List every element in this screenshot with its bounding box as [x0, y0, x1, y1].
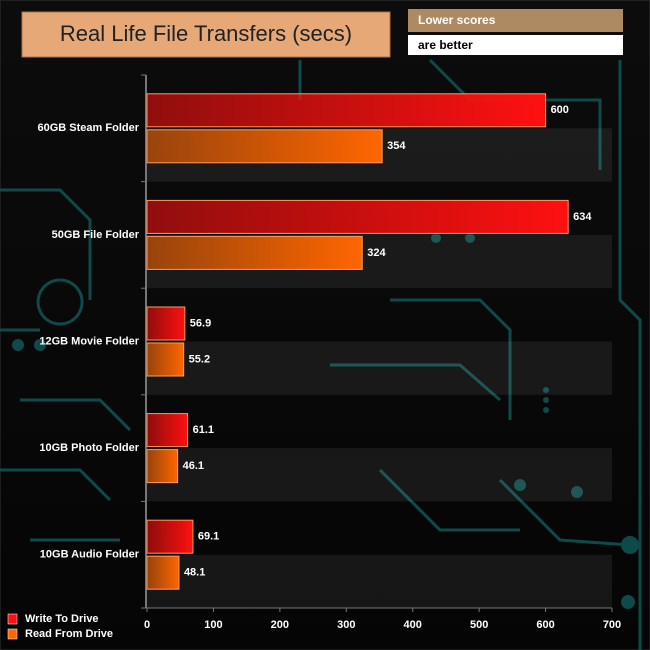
bar: [146, 413, 189, 448]
x-tick-label: 500: [470, 619, 488, 631]
category-label: 10GB Photo Folder: [39, 442, 139, 454]
category-label: 60GB Steam Folder: [38, 122, 140, 134]
x-tick-label: 100: [204, 619, 222, 631]
value-label: 69.1: [198, 531, 219, 543]
category-label: 50GB File Folder: [52, 229, 140, 241]
value-label: 61.1: [193, 424, 214, 436]
value-label: 56.9: [190, 317, 211, 329]
bar: [146, 555, 180, 590]
bar: [146, 449, 179, 484]
x-tick-label: 300: [337, 619, 355, 631]
category-label: 10GB Audio Folder: [40, 549, 140, 561]
annotation-box: [408, 9, 623, 32]
value-label: 324: [367, 247, 386, 259]
title-box: [21, 11, 391, 58]
x-tick-label: 400: [404, 619, 422, 631]
value-label: 634: [573, 211, 592, 223]
annotation: Lower scores: [418, 13, 496, 27]
bar: [146, 235, 363, 270]
band-strip: [147, 448, 612, 502]
value-label: 354: [387, 140, 406, 152]
chart-title: Real Life File Transfers (secs): [60, 21, 352, 46]
bar: [146, 199, 569, 234]
annotation-box: [408, 35, 623, 55]
legend-label: Read From Drive: [25, 628, 113, 640]
x-tick-label: 0: [144, 619, 150, 631]
legend-swatch: [7, 613, 18, 625]
bar: [146, 129, 383, 164]
annotation: are better: [418, 38, 473, 52]
value-label: 48.1: [184, 567, 205, 579]
band-strip: [147, 554, 612, 608]
plot-area: 0 100 200 300 400 500 600 700 60GB Steam Folder 6…: [38, 74, 621, 631]
value-label: 600: [551, 104, 569, 116]
bar: [146, 93, 547, 128]
bar: [146, 342, 185, 377]
x-tick-label: 600: [536, 619, 554, 631]
x-tick-label: 700: [603, 619, 621, 631]
category-label: 12GB Movie Folder: [39, 335, 139, 347]
value-label: 46.1: [183, 460, 204, 472]
bar: [146, 306, 186, 341]
legend-swatch: [7, 628, 18, 640]
value-label: 55.2: [189, 353, 210, 365]
circuit-decoration: [0, 58, 642, 650]
band-strip: [147, 341, 612, 395]
legend-label: Write To Drive: [25, 613, 99, 625]
bar: [146, 519, 194, 554]
x-tick-label: 200: [271, 619, 289, 631]
